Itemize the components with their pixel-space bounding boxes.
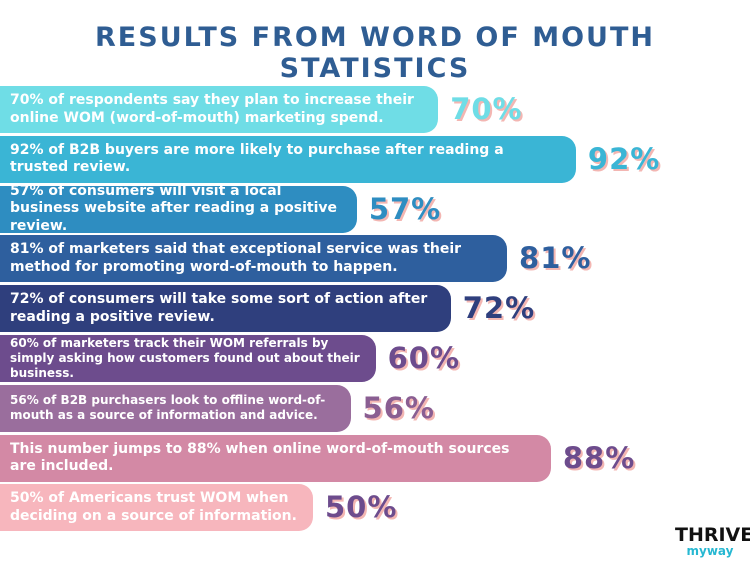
data-label: 72% [462, 291, 536, 326]
bar: 72% of consumers will take some sort of … [0, 285, 451, 333]
data-label: 50% [325, 490, 398, 525]
data-label: 70% [450, 92, 523, 126]
bar-text: 60% of marketers track their WOM referra… [10, 336, 360, 380]
bar: 92% of B2B buyers are more likely to pur… [0, 135, 576, 183]
bar-text: This number jumps to 88% when online wor… [10, 440, 510, 475]
bar-text: 92% of B2B buyers are more likely to pur… [10, 141, 504, 176]
logo-top-text: THRIVE [675, 524, 750, 546]
bar-text: 81% of marketers said that exceptional s… [10, 241, 462, 275]
page-title: RESULTS FROM WORD OF MOUTH STATISTICS [95, 22, 655, 84]
data-label: 60% [387, 341, 461, 375]
data-label: 81% [519, 241, 592, 276]
bar: 56% of B2B purchasers look to offline wo… [0, 384, 351, 432]
logo-bottom-text: myway [686, 544, 734, 558]
bar: 57% of consumers will visit a local busi… [0, 182, 357, 234]
bar-text: 50% of Americans trust WOM when deciding… [10, 490, 297, 524]
data-label: 56% [362, 390, 435, 425]
bar: 60% of marketers track their WOM referra… [0, 335, 376, 382]
data-label: 92% [587, 141, 661, 176]
bar: This number jumps to 88% when online wor… [0, 434, 551, 482]
data-label: 57% [368, 191, 442, 226]
data-label: 88% [562, 440, 636, 475]
bar-text: 72% of consumers will take some sort of … [10, 291, 428, 325]
bar: 50% of Americans trust WOM when deciding… [0, 484, 313, 532]
bar-text: 70% of respondents say they plan to incr… [10, 92, 414, 126]
thrive-my-way-logo: THRIVE myway [675, 524, 750, 558]
bar: 70% of respondents say they plan to incr… [0, 86, 439, 133]
bar-text: 56% of B2B purchasers look to offline wo… [10, 393, 326, 423]
bar: 81% of marketers said that exceptional s… [0, 235, 508, 283]
bar-text: 57% of consumers will visit a local busi… [10, 182, 338, 234]
